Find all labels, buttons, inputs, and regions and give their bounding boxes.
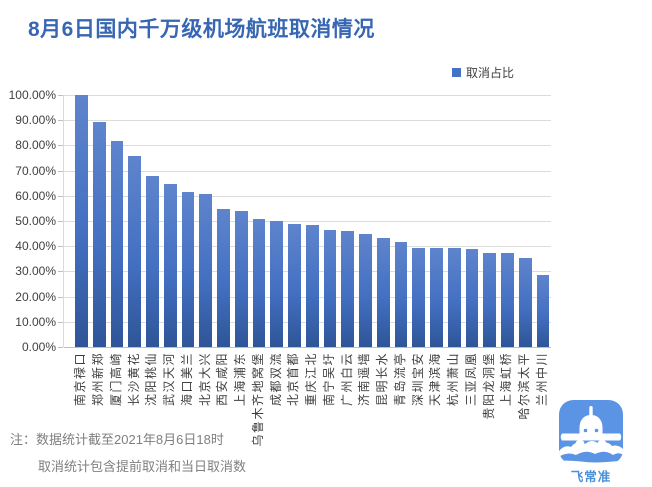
chart-bar xyxy=(92,122,106,347)
chart-bar xyxy=(128,156,142,347)
x-axis-label: 杭州萧山 xyxy=(446,352,461,407)
chart-bar xyxy=(217,209,230,347)
x-axis-label: 乌鲁木齐地窝堡 xyxy=(250,352,265,447)
gridline xyxy=(64,347,551,348)
y-axis-tick xyxy=(58,120,63,122)
y-axis-label: 100.00% xyxy=(8,88,56,102)
chart-bar xyxy=(447,248,461,347)
y-axis-tick xyxy=(58,145,63,147)
x-axis-label: 贵阳龙洞堡 xyxy=(481,352,496,420)
chart-bar xyxy=(110,140,124,347)
y-axis-tick xyxy=(58,95,63,96)
y-axis-tick xyxy=(58,321,63,323)
x-axis-label: 南宁吴圩 xyxy=(321,352,336,407)
gridline xyxy=(64,170,551,172)
x-axis-label: 上海虹桥 xyxy=(499,352,514,407)
footnote: 注：数据统计截至2021年8月6日18时 取消统计包含提前取消和当日取消数 xyxy=(10,426,246,480)
x-axis-label: 青岛流亭 xyxy=(392,352,407,407)
gridline xyxy=(64,195,551,197)
y-axis-tick xyxy=(58,271,63,273)
y-axis-label: 50.00% xyxy=(15,214,56,228)
x-axis-label: 哈尔滨太平 xyxy=(517,352,532,420)
chart-bar xyxy=(234,210,248,347)
x-axis-label: 三亚凤凰 xyxy=(463,352,478,407)
chart-bar xyxy=(163,183,177,347)
x-axis-label: 广州白云 xyxy=(339,352,354,407)
chart-bar xyxy=(323,229,337,347)
legend-marker-square xyxy=(452,68,461,77)
y-axis-label: 70.00% xyxy=(15,163,56,178)
variflight-logo: 飞常准 xyxy=(558,400,624,485)
chart-bar xyxy=(252,218,266,347)
chart-bar xyxy=(536,274,550,347)
x-axis-label: 重庆江北 xyxy=(304,352,319,407)
chart-bar xyxy=(75,95,88,347)
y-axis-label: 30.00% xyxy=(15,264,56,279)
chart-bar xyxy=(359,234,372,347)
y-axis-label: 0.00% xyxy=(21,340,56,354)
gridline xyxy=(64,145,551,147)
variflight-airplane-icon xyxy=(559,400,623,464)
y-axis-label: 60.00% xyxy=(15,188,56,203)
chart-bar xyxy=(394,241,408,347)
chart-bar xyxy=(181,192,195,347)
chart-bar xyxy=(376,237,390,347)
chart-bar xyxy=(146,176,159,347)
y-axis-tick xyxy=(58,195,63,197)
footnote-line-2: 取消统计包含提前取消和当日取消数 xyxy=(38,459,247,474)
y-axis-tick xyxy=(58,296,63,298)
y-axis-label: 80.00% xyxy=(15,138,56,153)
y-axis-tick xyxy=(58,221,63,222)
chart-legend: 取消占比 xyxy=(452,65,514,80)
chart-bar xyxy=(483,252,497,347)
chart-bar xyxy=(199,193,213,347)
gridline xyxy=(64,120,551,122)
y-axis-label: 90.00% xyxy=(15,113,56,128)
x-axis-label: 济南遥墙 xyxy=(357,352,372,407)
chart-bar xyxy=(341,231,355,347)
y-axis-label: 20.00% xyxy=(15,289,56,304)
x-axis-label: 昆明长水 xyxy=(375,352,390,407)
x-axis-label: 北京首都 xyxy=(286,352,301,407)
chart-bar xyxy=(465,249,479,347)
legend-label: 取消占比 xyxy=(466,66,515,80)
bar-chart-plot-area xyxy=(63,95,551,348)
chart-bar xyxy=(288,223,301,347)
y-axis-label: 10.00% xyxy=(15,314,56,329)
chart-bar xyxy=(501,253,514,347)
chart-bar xyxy=(430,247,443,347)
chart-bar xyxy=(270,221,284,347)
chart-bar xyxy=(412,247,426,347)
page-title: 8月6日国内千万级机场航班取消情况 xyxy=(28,18,375,41)
y-axis-tick xyxy=(58,347,63,348)
variflight-logo-label: 飞常准 xyxy=(570,470,612,484)
chart-bar xyxy=(518,257,532,347)
y-axis-label: 40.00% xyxy=(15,239,56,254)
x-axis-label: 深圳宝安 xyxy=(410,352,425,407)
gridline xyxy=(64,95,551,96)
x-axis-label: 天津滨海 xyxy=(428,352,443,407)
chart-bar xyxy=(305,225,319,347)
x-axis-label: 成都双流 xyxy=(268,352,283,407)
y-axis-tick xyxy=(58,170,63,172)
footnote-line-1: 注：数据统计截至2021年8月6日18时 xyxy=(10,432,224,447)
y-axis-tick xyxy=(58,246,63,248)
x-axis-label: 兰州中川 xyxy=(534,352,549,407)
gridline xyxy=(64,221,551,222)
